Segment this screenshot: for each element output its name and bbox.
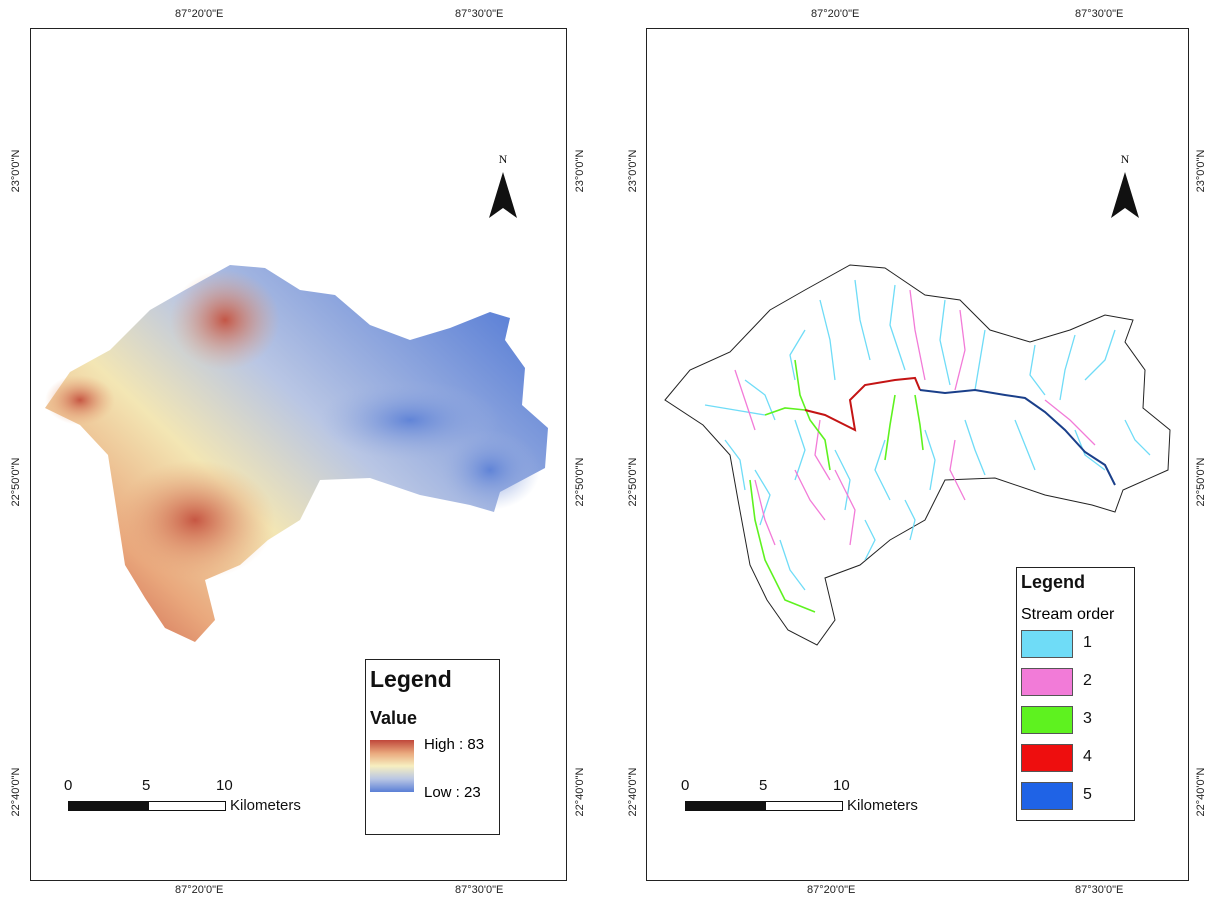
legend-label-order-1: 1 xyxy=(1083,634,1092,651)
stream-order-1 xyxy=(704,279,1151,591)
legend-swatch-order-1 xyxy=(1021,630,1073,658)
dem-map-panel: 87°20'0"E 87°30'0"E 87°20'0"E 87°30'0"E … xyxy=(0,0,604,903)
legend-title: Legend xyxy=(370,666,452,692)
stream-network xyxy=(664,264,1171,646)
bottom-lon-label-1: 87°20'0"E xyxy=(807,884,856,896)
scale-unit: Kilometers xyxy=(230,797,301,814)
stream-order-5 xyxy=(919,388,1116,486)
dem-legend: Legend Value High : 83 Low : 23 xyxy=(365,659,500,835)
legend-label-order-2: 2 xyxy=(1083,672,1092,689)
stream-order-4 xyxy=(804,376,921,432)
scale-tick-10: 10 xyxy=(833,777,850,794)
scale-tick-5: 5 xyxy=(759,777,768,794)
north-label: N xyxy=(1120,152,1130,166)
legend-label-order-4: 4 xyxy=(1083,748,1092,765)
legend-label-order-3: 3 xyxy=(1083,710,1092,727)
stream-order-legend: Legend Stream order 1 2 3 4 5 xyxy=(1016,567,1135,821)
legend-swatch-order-2 xyxy=(1021,668,1073,696)
bottom-lon-label-2: 87°30'0"E xyxy=(1075,884,1124,896)
top-lon-label-2: 87°30'0"E xyxy=(455,8,504,20)
bottom-lon-label-1: 87°20'0"E xyxy=(175,884,224,896)
scale-unit: Kilometers xyxy=(847,797,918,814)
elevation-color-ramp xyxy=(370,740,414,792)
stream-order-map-panel: 87°20'0"E 87°30'0"E 87°20'0"E 87°30'0"E … xyxy=(605,0,1209,903)
top-lon-label-1: 87°20'0"E xyxy=(811,8,860,20)
legend-subtitle: Value xyxy=(370,708,418,728)
legend-swatch-order-4 xyxy=(1021,744,1073,772)
legend-subtitle: Stream order xyxy=(1021,606,1115,623)
stream-order-3 xyxy=(749,359,924,613)
scale-tick-5: 5 xyxy=(142,777,151,794)
legend-title: Legend xyxy=(1021,572,1086,592)
scale-tick-10: 10 xyxy=(216,777,233,794)
north-arrow: N xyxy=(483,152,523,222)
scale-bar: 0 5 10 Kilometers xyxy=(681,775,955,815)
legend-high-label: High : 83 xyxy=(424,736,485,753)
dem-raster xyxy=(45,265,548,642)
top-lon-label-2: 87°30'0"E xyxy=(1075,8,1124,20)
top-lon-label-1: 87°20'0"E xyxy=(175,8,224,20)
legend-low-label: Low : 23 xyxy=(424,784,481,801)
legend-swatch-order-3 xyxy=(1021,706,1073,734)
north-arrow: N xyxy=(1105,152,1145,222)
legend-label-order-5: 5 xyxy=(1083,786,1092,803)
scale-tick-0: 0 xyxy=(681,777,690,794)
bottom-lon-label-2: 87°30'0"E xyxy=(455,884,504,896)
north-label: N xyxy=(498,152,508,166)
scale-bar: 0 5 10 Kilometers xyxy=(64,775,328,815)
legend-swatch-order-5 xyxy=(1021,782,1073,810)
scale-tick-0: 0 xyxy=(64,777,73,794)
